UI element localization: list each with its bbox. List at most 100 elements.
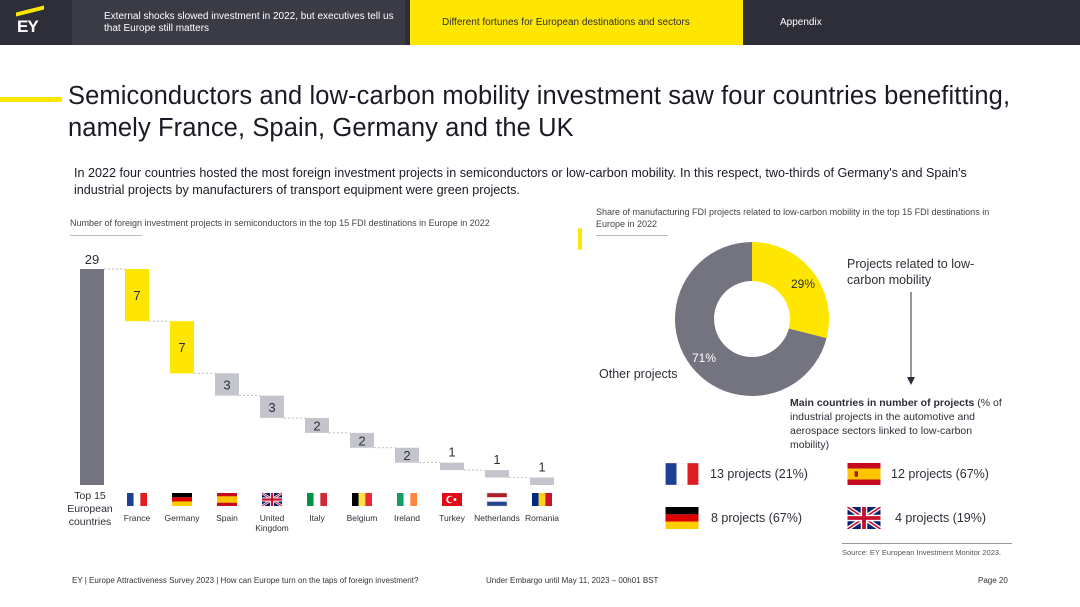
bar-uk [260,395,284,418]
category-label-uk: United [260,513,285,523]
tab-appendix[interactable]: Appendix [748,0,1080,45]
slice-low-carbon-label: 29% [791,277,815,291]
netherlands-flag-icon [486,492,508,507]
tab-external-shocks[interactable]: External shocks slowed investment in 202… [72,0,405,45]
value-label-france: 7 [133,288,140,303]
flag-stripe [140,493,147,506]
flag-stripe [358,493,366,506]
donut-chart: 29% 71% [675,242,829,396]
total-category-label: European [67,503,113,515]
total-value-label: 29 [85,252,99,267]
page-title: Semiconductors and low-carbon mobility i… [68,82,1011,142]
category-label-france: France [124,513,151,523]
flag-crescent-inner [448,496,454,503]
value-label-germany: 7 [178,340,185,355]
bar-germany [170,321,194,374]
france-flag-icon [665,463,699,485]
flag-stripe [172,497,192,502]
waterfall-chart-title: Number of foreign investment projects in… [70,218,490,228]
caption-underline [70,235,142,236]
category-label-belgium: Belgium [347,513,378,523]
uk-flag-icon [261,491,283,508]
slice-low-carbon [752,242,829,339]
bar-france [125,269,149,322]
category-label-spain: Spain [216,513,238,523]
main-countries-heading: Main countries in number of projects (% … [790,396,1010,452]
turkey-flag-icon [442,493,462,506]
other-projects-label: Other projects [599,367,678,381]
value-label-belgium: 2 [358,433,365,448]
intro-paragraph: In 2022 four countries hosted the most f… [74,166,967,197]
bar-ireland [395,447,419,463]
flag-stripe [487,493,507,498]
low-carbon-legend-label: Projects related to low-carbon mobility [847,257,975,287]
flag-stripe [307,493,314,506]
flag-border [486,492,508,507]
source-divider [842,543,1012,544]
category-label-ireland: Ireland [394,513,420,523]
main-countries-bold: Main countries in number of projects [790,397,975,409]
flag-stripe [487,497,507,502]
flag-stripe [365,493,372,506]
ireland-flag-icon [397,493,417,506]
flag-stripe [532,493,539,506]
total-category-label: countries [69,516,112,528]
slice-other-label: 71% [692,351,716,365]
category-label-germany: Germany [165,513,201,523]
value-label-romania: 1 [538,460,545,475]
flag-stripe [313,493,321,506]
bar-italy [305,417,329,433]
page-number: Page 20 [978,576,1008,585]
total-bar [80,269,104,485]
value-label-italy: 2 [313,418,320,433]
flag-stripe [538,493,546,506]
spain-flag-icon [847,463,881,485]
germany-projects: 8 projects (67%) [711,511,803,525]
italy-flag-icon [307,493,327,506]
germany-flag-icon [665,507,699,529]
tab-different-fortunes[interactable]: Different fortunes for European destinat… [410,0,743,45]
slice-other [675,242,827,396]
bar-spain [215,373,239,396]
logo-text: EY [17,17,39,36]
flag-stripe [352,493,359,506]
spain-projects: 12 projects (67%) [891,467,989,481]
section-divider [578,228,582,250]
flag-stripe [127,493,134,506]
belgium-flag-icon [352,493,372,506]
spain-flag-icon [217,493,237,506]
caption-underline [596,235,668,236]
flag-stripe [320,493,327,506]
value-label-uk: 3 [268,400,275,415]
flag-cross [262,493,282,506]
bar-turkey [440,462,464,471]
flag-star [453,498,457,501]
footer-left: EY | Europe Attractiveness Survey 2023 |… [72,576,419,585]
value-label-turkey: 1 [448,445,455,460]
flag-stripe [487,501,507,506]
france-flag-icon [127,493,147,506]
uk-flag-icon [847,507,881,529]
germany-flag-icon [172,493,192,506]
footer-center: Under Embargo until May 11, 2023 – 00h01… [486,576,659,585]
flag-stripe [217,496,237,503]
romania-flag-icon [532,493,552,506]
bar-netherlands [485,470,509,478]
logo-bar [16,5,44,17]
value-label-netherlands: 1 [493,452,500,467]
value-label-spain: 3 [223,377,230,392]
flag-stripe [172,493,192,498]
flag-stripe [397,493,404,506]
flag-stripe [133,493,141,506]
flag-stripe [403,493,411,506]
ey-logo[interactable]: EY [0,0,62,45]
bar-belgium [350,432,374,448]
flag-stripe [545,493,552,506]
category-label-italy: Italy [309,513,325,523]
main-countries-rest: (% of industrial projects in the automot… [790,397,1002,451]
donut-chart-title: Share of manufacturing FDI projects rela… [596,207,990,229]
france-projects: 13 projects (21%) [710,467,808,481]
uk-projects: 4 projects (19%) [895,511,987,525]
value-label-ireland: 2 [403,448,410,463]
title-accent-bar [0,97,62,102]
